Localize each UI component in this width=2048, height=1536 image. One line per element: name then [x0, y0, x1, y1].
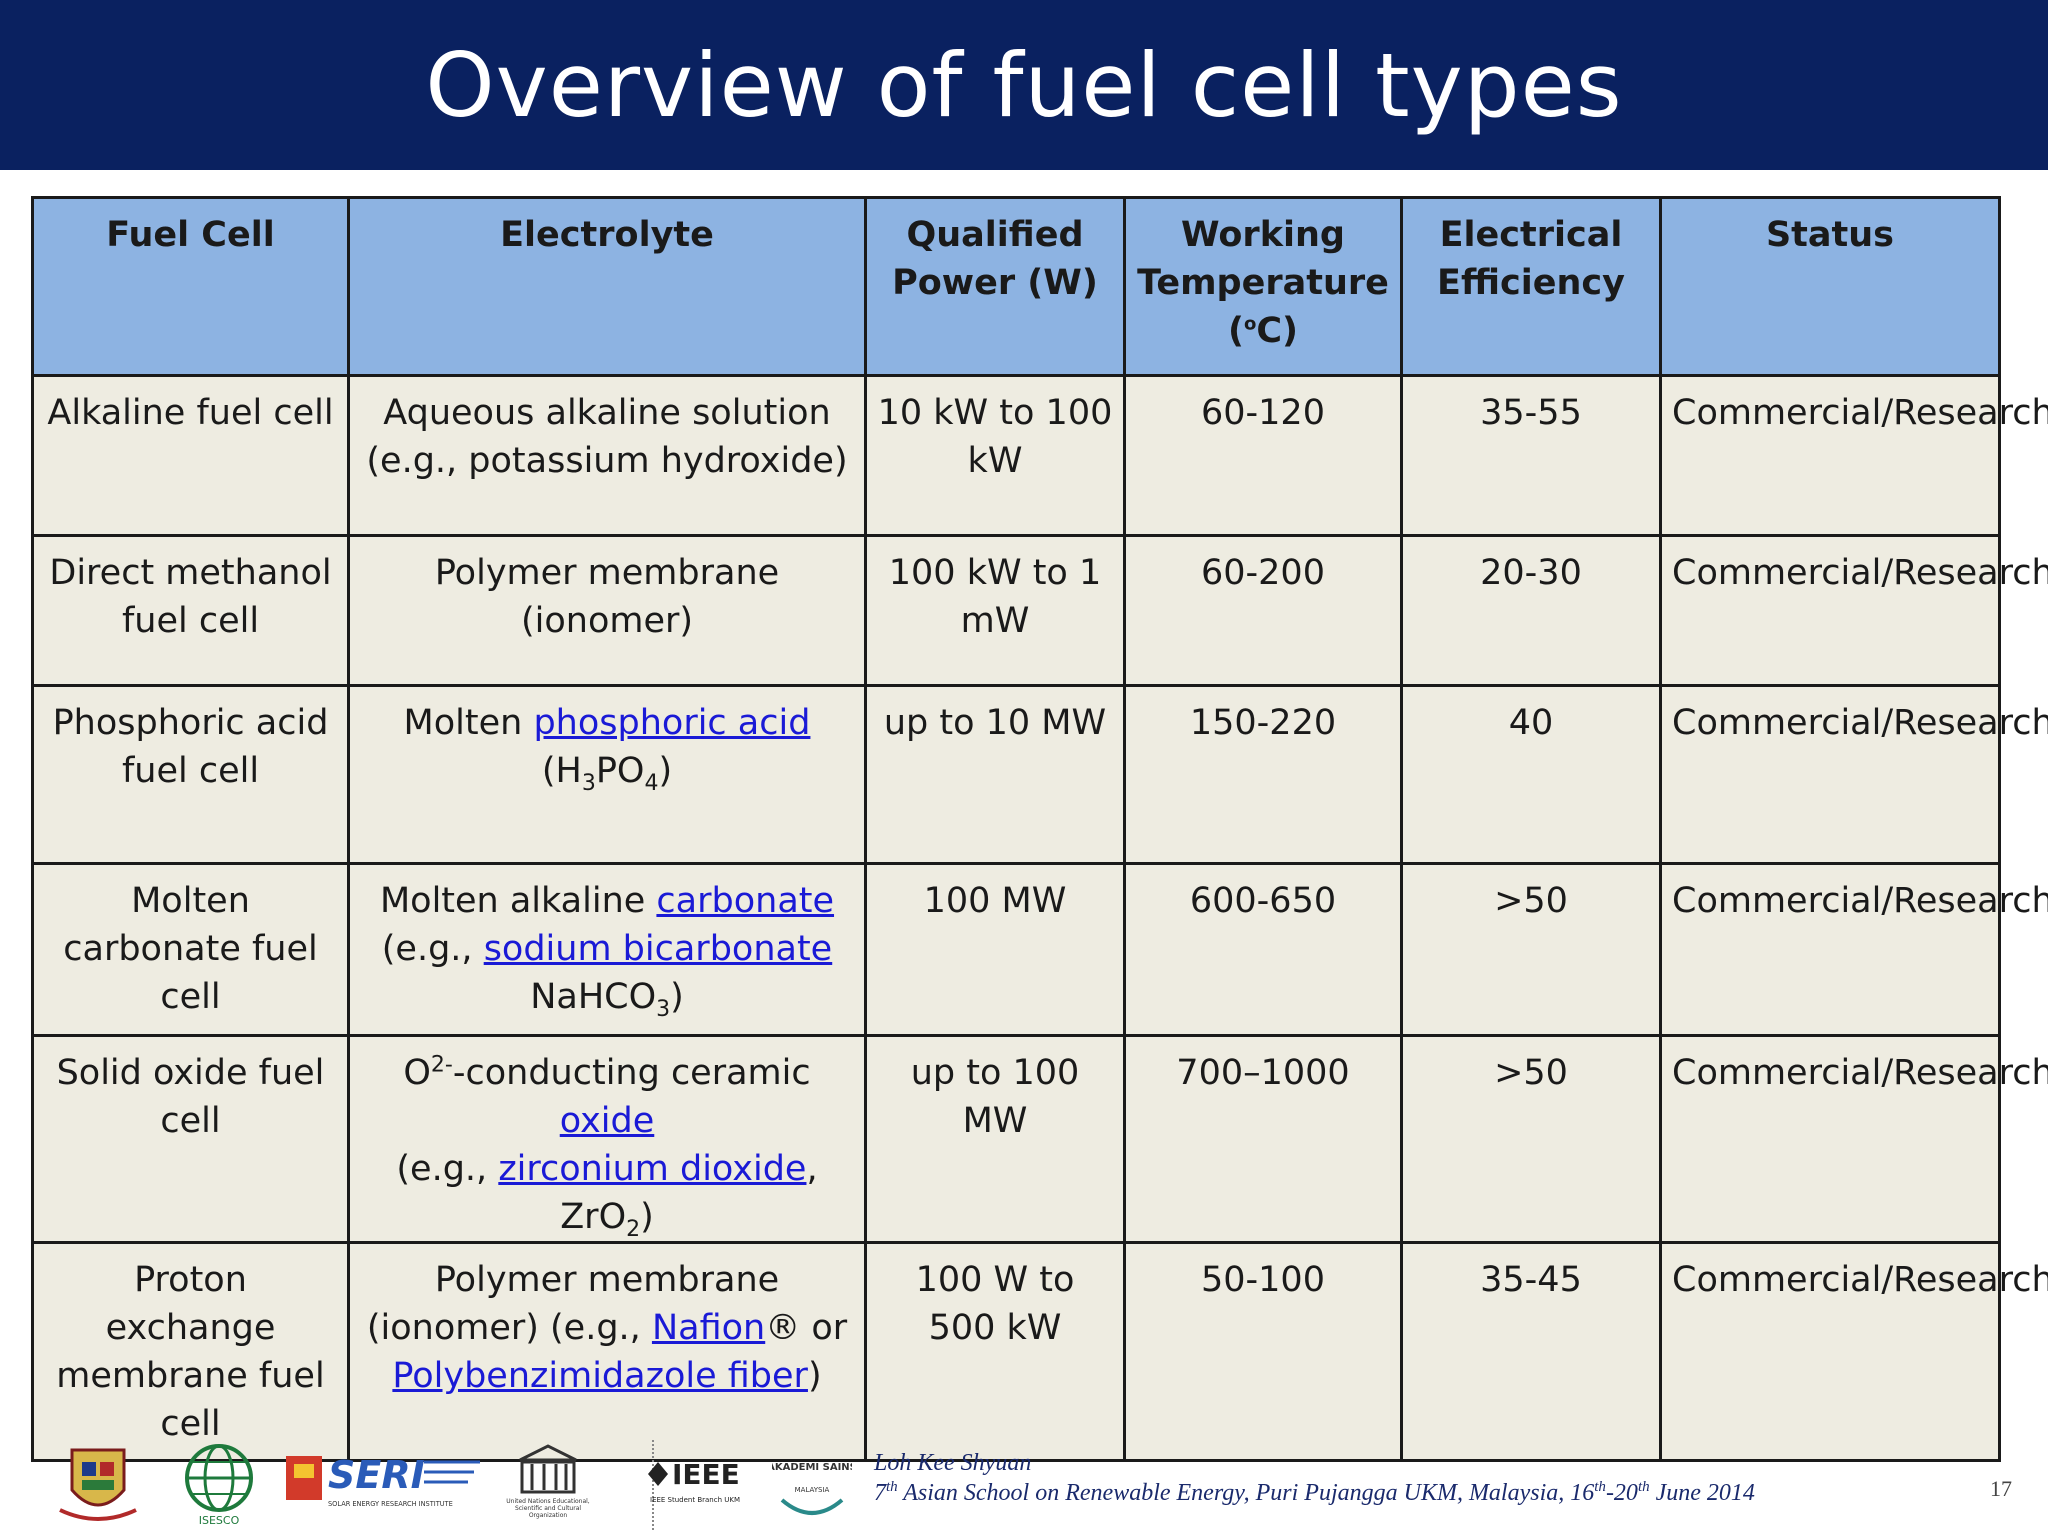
cell-power: 10 kW to 100 kW: [864, 374, 1126, 537]
author-name: Loh Kee Shyuan: [874, 1450, 1032, 1476]
table-row: Alkaline fuel cell Aqueous alkaline solu…: [31, 374, 2048, 537]
cell-efficiency: >50: [1400, 1034, 1662, 1244]
svg-text:SOLAR ENERGY RESEARCH INSTITUT: SOLAR ENERGY RESEARCH INSTITUTE: [328, 1500, 453, 1508]
nafion-link[interactable]: Nafion: [651, 1308, 766, 1348]
cell-fuel-cell: Direct methanol fuel cell: [31, 534, 350, 687]
svg-text:AKADEMI SAINS: AKADEMI SAINS: [772, 1462, 852, 1473]
table-row: Molten carbonate fuel cell Molten alkali…: [31, 862, 2048, 1037]
header-status: Status: [1659, 196, 2001, 377]
seri-logo: SERI SOLAR ENERGY RESEARCH INSTITUTE: [286, 1453, 480, 1508]
cell-fuel-cell: Molten carbonate fuel cell: [31, 862, 350, 1037]
event-info: 7th Asian School on Renewable Energy, Pu…: [874, 1479, 1755, 1507]
footer: ISESCO SERI SOLAR ENERGY RESEARCH INSTIT…: [0, 1436, 2048, 1536]
cell-status: Commercial/Research: [1659, 1034, 2048, 1244]
cell-efficiency: 35-55: [1400, 374, 1662, 537]
svg-text:ISESCO: ISESCO: [199, 1514, 240, 1527]
cell-temperature: 600-650: [1123, 862, 1403, 1037]
cell-temperature: 150-220: [1123, 684, 1403, 865]
logo-divider: [652, 1440, 656, 1530]
header-fuel-cell: Fuel Cell: [31, 196, 350, 377]
cell-status: Commercial/Research: [1659, 862, 2048, 1037]
page-number: 17: [1990, 1476, 2012, 1501]
phosphoric-acid-link[interactable]: phosphoric acid: [533, 703, 811, 743]
cell-efficiency: 20-30: [1400, 534, 1662, 687]
cell-temperature: 60-200: [1123, 534, 1403, 687]
cell-fuel-cell: Proton exchange membrane fuel cell: [31, 1241, 350, 1462]
svg-text:IEEE: IEEE: [672, 1458, 740, 1491]
svg-text:MALAYSIA: MALAYSIA: [795, 1486, 830, 1494]
cell-fuel-cell: Alkaline fuel cell: [31, 374, 350, 537]
table-row: Direct methanol fuel cell Polymer membra…: [31, 534, 2048, 687]
cell-power: 100 kW to 1 mW: [864, 534, 1126, 687]
cell-electrolyte: Molten phosphoric acid (H3PO4): [347, 684, 867, 865]
cell-electrolyte: Aqueous alkaline solution (e.g., potassiu…: [347, 374, 867, 537]
cell-electrolyte: Polymer membrane (ionomer) (e.g., Nafion®…: [347, 1241, 867, 1462]
cell-power: 100 MW: [864, 862, 1126, 1037]
cell-efficiency: 40: [1400, 684, 1662, 865]
carbonate-link[interactable]: carbonate: [656, 881, 835, 921]
slide-title: Overview of fuel cell types: [425, 33, 1623, 137]
header-electrolyte: Electrolyte: [347, 196, 867, 377]
unesco-logo: United Nations Educational, Scientific a…: [506, 1444, 590, 1519]
cell-power: up to 10 MW: [864, 684, 1126, 865]
isesco-logo: ISESCO: [185, 1444, 253, 1527]
unesco-caption: United Nations Educational, Scientific a…: [506, 1498, 590, 1519]
header-temperature: Working Temperature (oC): [1123, 196, 1403, 377]
cell-status: Commercial/Research: [1659, 684, 2048, 865]
zirconium-dioxide-link[interactable]: zirconium dioxide: [498, 1149, 807, 1189]
cell-power: up to 100 MW: [864, 1034, 1126, 1244]
cell-efficiency: >50: [1400, 862, 1662, 1037]
cell-temperature: 60-120: [1123, 374, 1403, 537]
cell-power: 100 W to 500 kW: [864, 1241, 1126, 1462]
table-row: Solid oxide fuel cell O2--conducting cer…: [31, 1034, 2048, 1244]
cell-electrolyte: O2--conducting ceramic oxide (e.g., zirco…: [347, 1034, 867, 1244]
cell-electrolyte: Polymer membrane (ionomer): [347, 534, 867, 687]
oxide-link[interactable]: oxide: [559, 1101, 655, 1141]
polybenzimidazole-fiber-link[interactable]: Polybenzimidazole fiber: [392, 1356, 808, 1396]
ukm-crest-logo: [59, 1448, 137, 1521]
cell-temperature: 50-100: [1123, 1241, 1403, 1462]
header-row: Fuel Cell Electrolyte Qualified Power (W)…: [31, 196, 2001, 377]
ieee-logo: IEEE IEEE Student Branch UKM: [648, 1458, 740, 1504]
fuel-cell-table: Fuel Cell Electrolyte Qualified Power (W)…: [31, 196, 2048, 1462]
cell-electrolyte: Molten alkaline carbonate (e.g., sodium b…: [347, 862, 867, 1037]
cell-efficiency: 35-45: [1400, 1241, 1662, 1462]
table-row: Phosphoric acid fuel cell Molten phospho…: [31, 684, 2048, 865]
title-bar: Overview of fuel cell types: [0, 0, 2048, 170]
header-efficiency: Electrical Efficiency: [1400, 196, 1662, 377]
cell-status: Commercial/Research: [1659, 1241, 2048, 1462]
svg-text:SERI: SERI: [328, 1453, 425, 1497]
header-power: Qualified Power (W): [864, 196, 1126, 377]
table-row: Proton exchange membrane fuel cell Polym…: [31, 1241, 2048, 1462]
cell-fuel-cell: Solid oxide fuel cell: [31, 1034, 350, 1244]
svg-text:IEEE Student Branch UKM: IEEE Student Branch UKM: [650, 1496, 740, 1504]
sodium-bicarbonate-link[interactable]: sodium bicarbonate: [483, 929, 833, 969]
cell-temperature: 700–1000: [1123, 1034, 1403, 1244]
cell-fuel-cell: Phosphoric acid fuel cell: [31, 684, 350, 865]
akademi-sains-logo: AKADEMI SAINS MALAYSIA: [772, 1462, 852, 1515]
cell-status: Commercial/Research: [1659, 534, 2048, 687]
cell-status: Commercial/Research: [1659, 374, 2048, 537]
